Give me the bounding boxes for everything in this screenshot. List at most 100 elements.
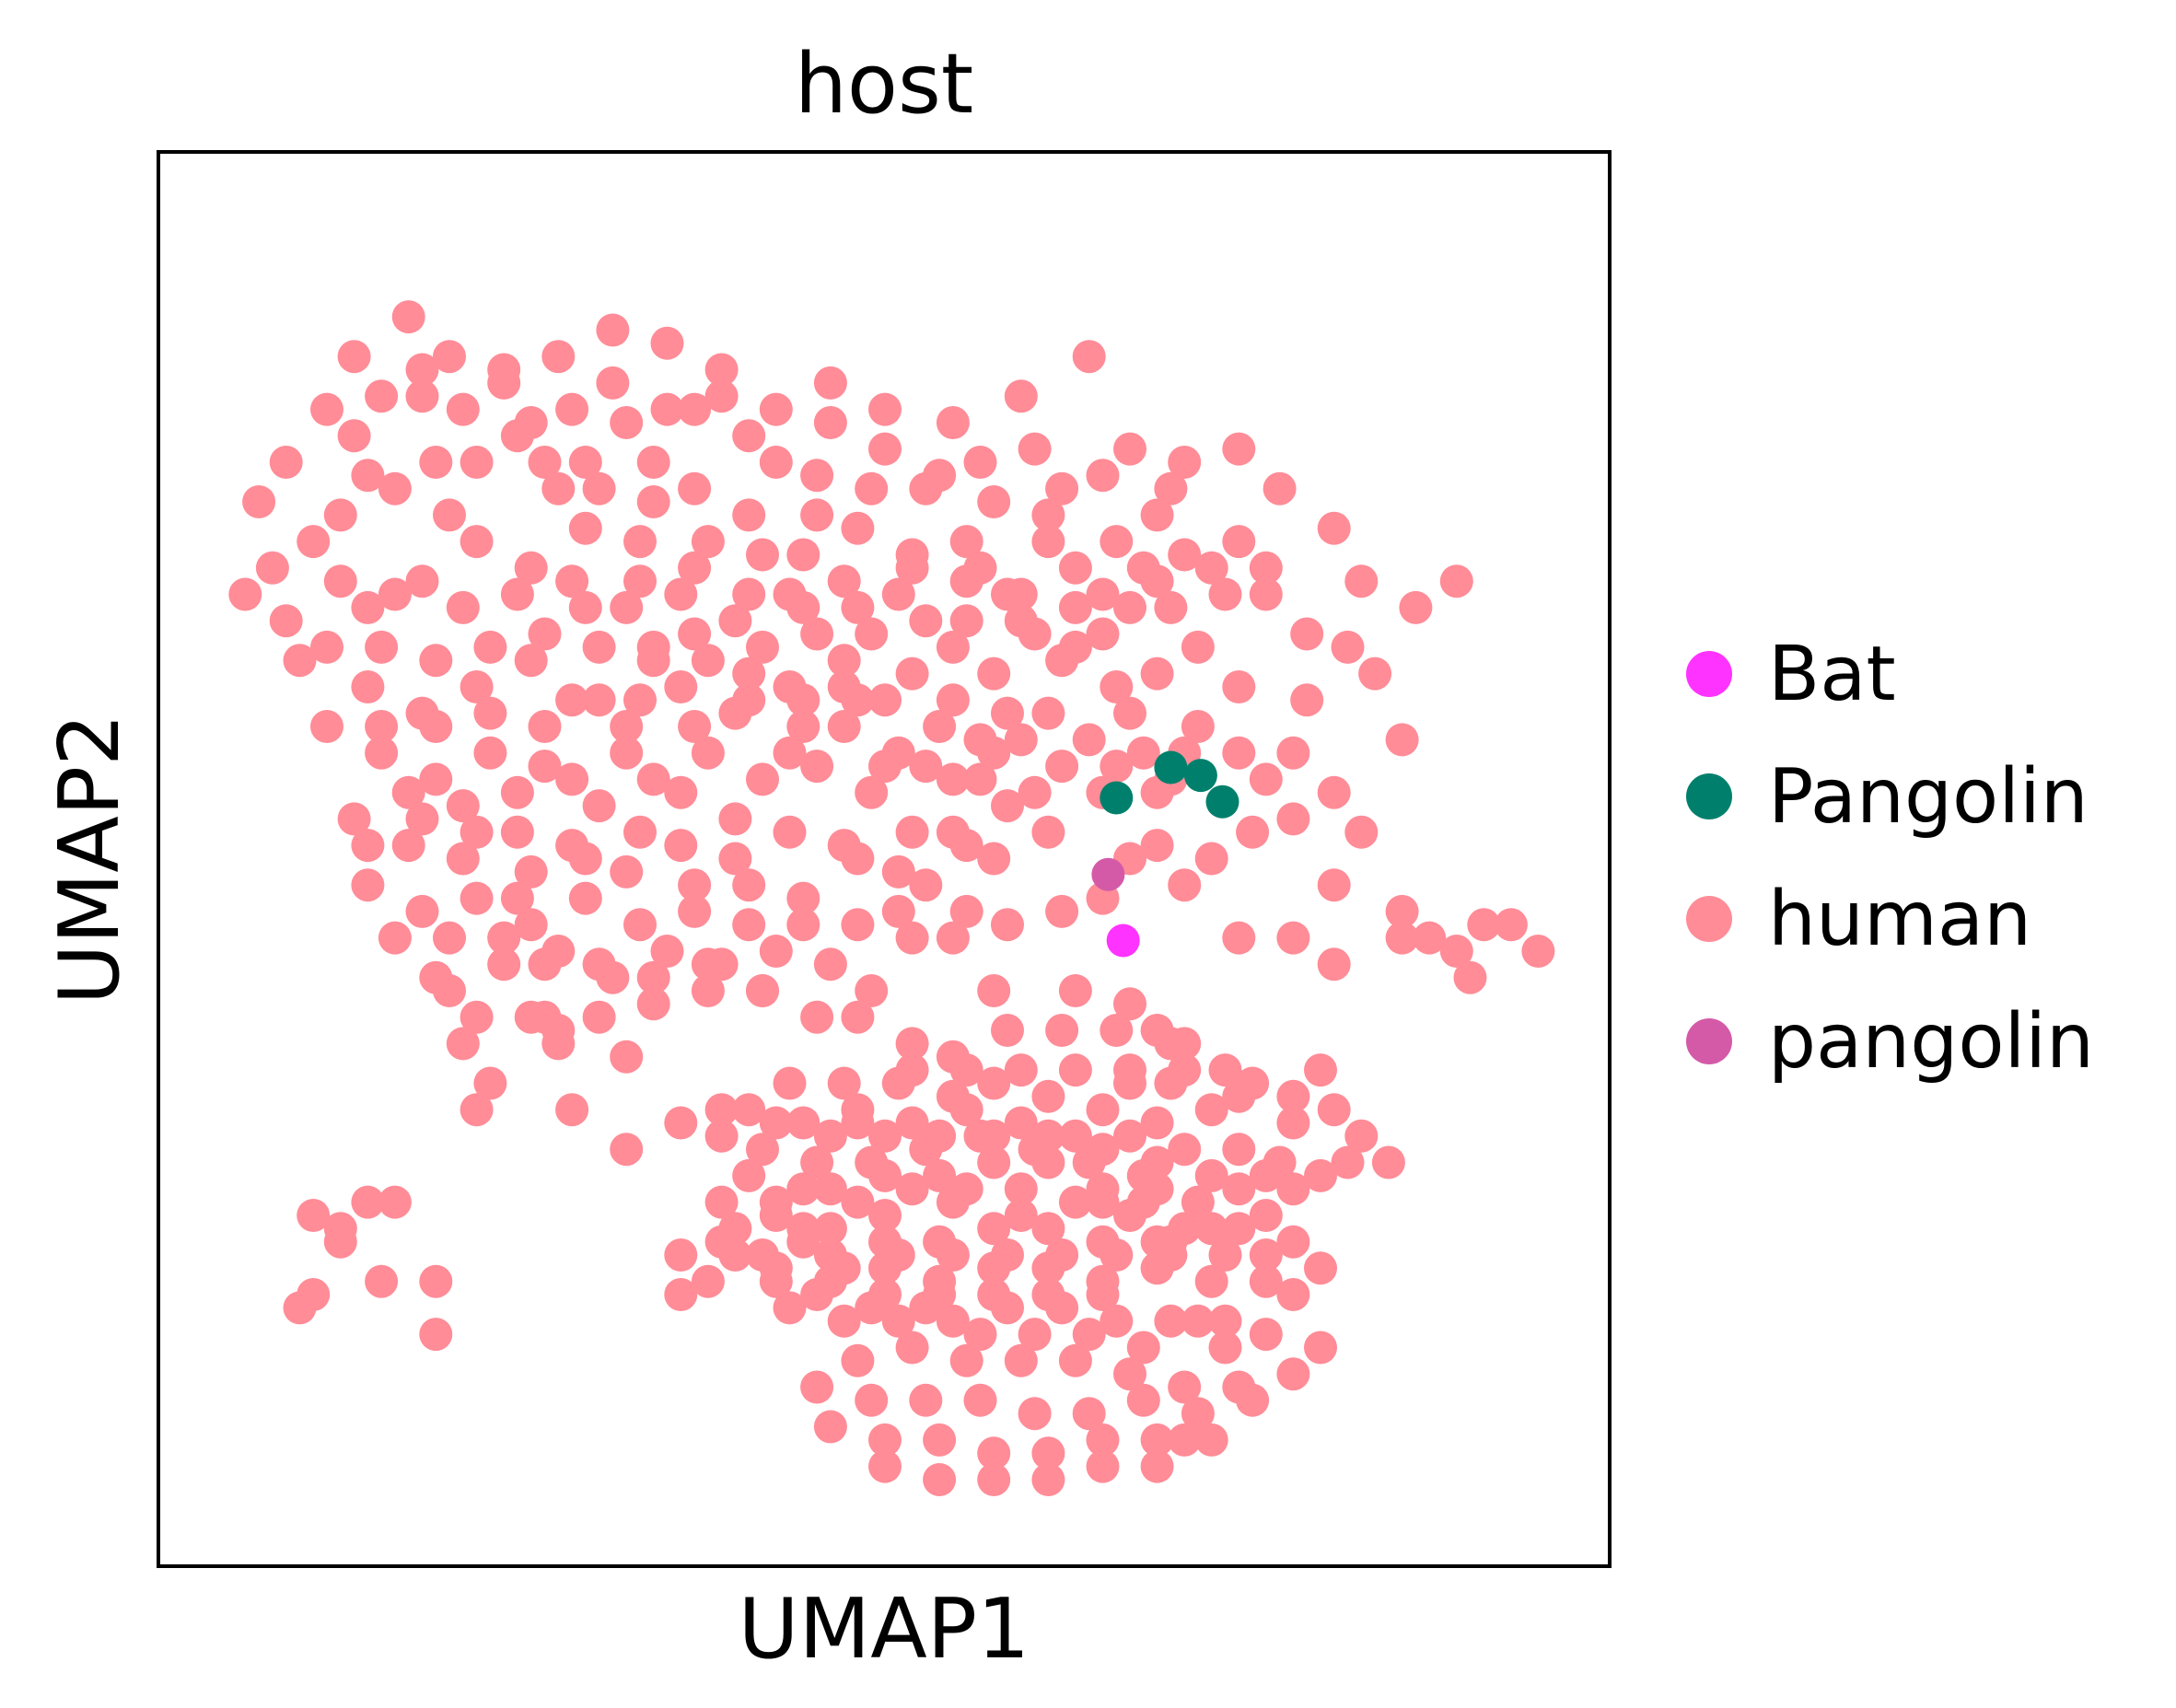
point-human-0-21 — [1439, 564, 1473, 598]
point-human-0-149 — [405, 379, 439, 413]
point-human-0-338 — [1331, 1145, 1365, 1179]
point-human-0-49 — [500, 577, 534, 611]
point-human-0-23 — [1290, 683, 1324, 717]
point-human-0-210 — [678, 868, 712, 902]
point-human-0-458 — [1100, 1238, 1134, 1272]
x-axis-label: UMAP1 — [739, 1581, 1030, 1678]
point-human-0-43 — [255, 551, 289, 585]
point-human-0-245 — [337, 340, 371, 374]
point-human-0-82 — [365, 736, 399, 770]
point-human-0-417 — [800, 1370, 834, 1404]
point-human-0-259 — [841, 590, 875, 624]
point-human-0-152 — [419, 446, 453, 479]
point-human-0-92 — [909, 749, 943, 784]
point-human-0-131 — [800, 1000, 834, 1034]
point-human-0-286 — [991, 789, 1024, 823]
point-human-0-281 — [1168, 868, 1202, 902]
point-human-0-466 — [977, 1278, 1011, 1311]
point-human-0-457 — [1045, 1238, 1079, 1272]
point-human-0-383 — [1222, 1212, 1256, 1246]
point-human-0-266 — [1222, 736, 1256, 770]
point-human-0-208 — [786, 908, 820, 942]
point-human-0-184 — [664, 775, 698, 809]
point-human-0-492 — [895, 1053, 929, 1087]
point-human-0-242 — [487, 366, 521, 400]
legend: Bat Pangolin human pangolin — [1686, 631, 2094, 1086]
point-human-0-483 — [977, 1119, 1011, 1153]
point-human-0-364 — [1194, 1212, 1228, 1246]
point-human-0-305 — [582, 683, 616, 717]
point-human-0-525 — [1208, 1053, 1242, 1087]
point-human-0-485 — [868, 1119, 902, 1153]
point-human-0-14 — [1140, 498, 1174, 532]
point-human-0-222 — [949, 604, 983, 638]
point-human-0-26 — [1058, 551, 1092, 585]
point-human-0-113 — [678, 894, 712, 928]
point-human-0-530 — [1086, 1185, 1120, 1219]
point-human-0-443 — [1072, 1318, 1106, 1352]
point-human-0-19 — [1344, 564, 1379, 598]
point-human-0-179 — [391, 775, 425, 809]
point-human-0-144 — [678, 392, 712, 426]
point-human-0-41 — [323, 498, 357, 532]
point-human-0-55 — [827, 564, 861, 598]
point-human-0-62 — [1181, 630, 1215, 664]
point-human-0-168 — [909, 604, 943, 638]
point-human-0-182 — [555, 762, 589, 796]
point-human-0-426 — [1194, 1423, 1228, 1457]
point-human-0-147 — [500, 419, 534, 453]
point-human-0-240 — [596, 313, 630, 347]
point-human-0-491 — [841, 1093, 875, 1127]
point-human-0-158 — [800, 498, 834, 532]
points-layer — [228, 300, 1555, 1496]
point-human-0-155 — [636, 485, 670, 518]
point-human-0-267 — [1276, 802, 1310, 836]
point-human-0-271 — [1439, 935, 1473, 968]
point-human-0-151 — [351, 459, 385, 493]
point-human-0-15 — [1168, 446, 1202, 479]
point-human-0-324 — [773, 1066, 807, 1100]
point-human-0-294 — [636, 960, 670, 994]
point-human-0-264 — [1113, 696, 1146, 730]
point-human-0-148 — [446, 392, 480, 426]
point-human-0-206 — [909, 868, 943, 902]
point-human-0-169 — [855, 617, 889, 651]
point-human-0-442 — [1126, 1330, 1160, 1365]
point-pangolin-3-0 — [1091, 857, 1125, 891]
point-human-0-52 — [664, 577, 698, 611]
point-human-0-69 — [923, 710, 957, 743]
point-human-0-143 — [732, 419, 766, 453]
point-human-0-181 — [500, 775, 534, 809]
point-human-0-141 — [636, 446, 670, 479]
point-human-0-293 — [691, 947, 725, 982]
point-human-0-337 — [1371, 1145, 1405, 1179]
y-axis-label: UMAP2 — [41, 714, 138, 1005]
point-human-0-287 — [949, 829, 983, 863]
point-human-0-33 — [732, 498, 766, 532]
point-human-0-80 — [351, 670, 385, 703]
point-human-0-205 — [977, 842, 1011, 876]
point-human-0-465 — [1031, 1278, 1065, 1311]
point-human-0-486 — [813, 1119, 847, 1153]
point-human-0-528 — [1126, 1185, 1160, 1219]
point-human-0-495 — [1058, 1053, 1092, 1087]
point-human-0-295 — [582, 947, 616, 982]
point-human-0-534 — [786, 1212, 820, 1246]
point-human-0-193 — [1154, 590, 1188, 624]
point-human-0-8 — [868, 392, 902, 426]
point-human-0-216 — [623, 683, 657, 717]
point-human-0-489 — [610, 1133, 644, 1167]
point-human-0-107 — [351, 868, 385, 902]
point-human-0-478 — [1194, 1158, 1228, 1192]
point-human-0-438 — [1086, 1449, 1120, 1483]
point-human-0-301 — [365, 710, 399, 743]
legend-label-0: Bat — [1768, 631, 1896, 718]
point-human-0-316 — [1140, 829, 1174, 863]
point-human-0-518 — [419, 1264, 453, 1298]
point-human-0-474 — [977, 1145, 1011, 1179]
point-human-0-22 — [1331, 630, 1365, 664]
point-human-0-510 — [297, 1199, 331, 1232]
point-human-0-227 — [1222, 525, 1256, 559]
point-human-0-201 — [1194, 842, 1228, 876]
point-human-0-362 — [1304, 1158, 1337, 1192]
